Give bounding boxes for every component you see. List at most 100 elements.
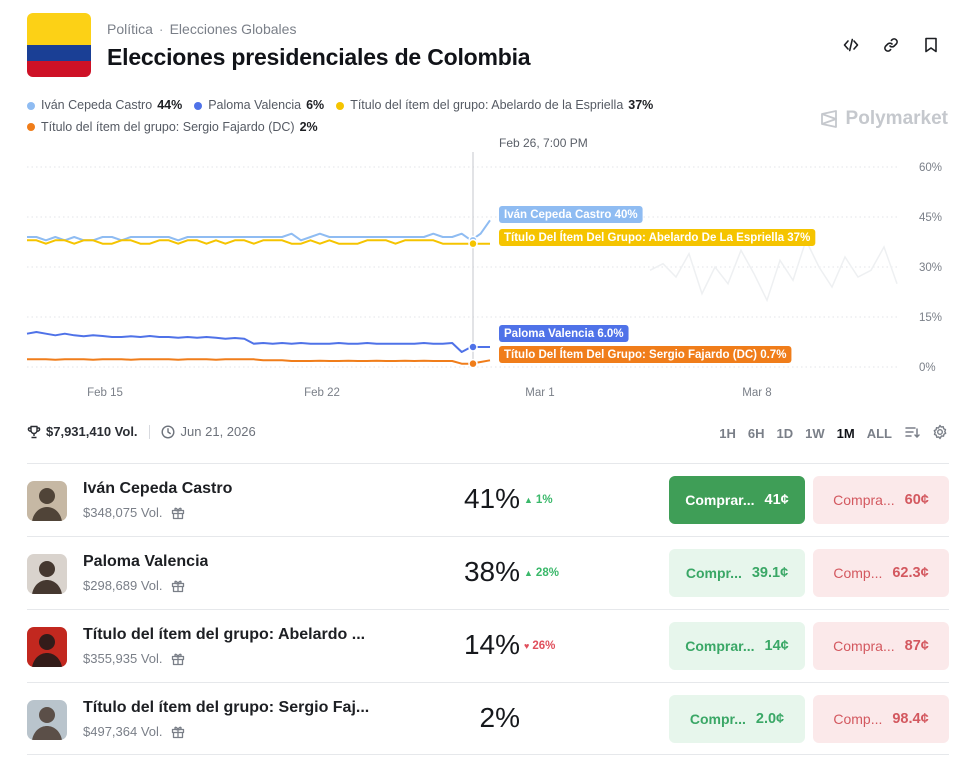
hover-series-label: Título Del Ítem Del Grupo: Sergio Fajard… bbox=[499, 346, 792, 363]
y-tick-label: 0% bbox=[919, 362, 936, 374]
sort-icon[interactable] bbox=[904, 424, 920, 443]
outcome-row[interactable]: Iván Cepeda Castro $348,075 Vol. 41% ▲ 1% Com… bbox=[27, 463, 949, 536]
gift-icon[interactable] bbox=[171, 579, 185, 593]
sell-price: 87¢ bbox=[904, 638, 929, 654]
candidate-volume: $497,364 Vol. bbox=[83, 724, 163, 739]
heart-down-icon: ♥ bbox=[524, 641, 530, 651]
series-line bbox=[26, 331, 490, 353]
outcome-row[interactable]: Título del ítem del grupo: Abelardo ... $… bbox=[27, 609, 949, 682]
sell-label: Comp... bbox=[833, 711, 883, 727]
buy-no-button[interactable]: Compra... 60¢ bbox=[813, 476, 949, 524]
gift-icon[interactable] bbox=[171, 725, 185, 739]
range-all[interactable]: ALL bbox=[866, 426, 892, 441]
buy-yes-button[interactable]: Compr... 2.0¢ bbox=[669, 695, 805, 743]
candidate-avatar bbox=[27, 481, 67, 521]
candidate-name[interactable]: Iván Cepeda Castro bbox=[83, 480, 233, 497]
hover-series-label-bg bbox=[499, 325, 629, 342]
breadcrumb: Política · Elecciones Globales bbox=[107, 21, 296, 37]
candidate-volume: $298,689 Vol. bbox=[83, 578, 163, 593]
trophy-icon bbox=[27, 425, 41, 438]
header-actions bbox=[842, 36, 940, 54]
candidate-name[interactable]: Título del ítem del grupo: Sergio Faj... bbox=[83, 699, 370, 716]
candidate-volume: $355,935 Vol. bbox=[83, 651, 163, 666]
triangle-up-icon: ▲ bbox=[524, 568, 533, 578]
x-tick-label: Mar 8 bbox=[742, 387, 771, 399]
polymarket-logo-icon bbox=[820, 110, 837, 128]
buy-no-button[interactable]: Compra... 87¢ bbox=[813, 622, 949, 670]
buy-price: 14¢ bbox=[764, 638, 789, 654]
legend-swatch bbox=[336, 101, 345, 110]
breadcrumb-category[interactable]: Política bbox=[107, 21, 153, 37]
hover-series-label: Paloma Valencia 6.0% bbox=[499, 325, 629, 342]
outcome-row[interactable]: Paloma Valencia $298,689 Vol. 38% ▲ 28% Compr… bbox=[27, 536, 949, 609]
clock-icon bbox=[161, 424, 175, 439]
range-1d[interactable]: 1D bbox=[776, 426, 794, 441]
end-date-value: Jun 21, 2026 bbox=[180, 424, 256, 439]
y-tick-label: 30% bbox=[919, 262, 942, 274]
legend-item[interactable]: Paloma Valencia 6% bbox=[194, 95, 324, 116]
series-line bbox=[27, 219, 491, 242]
sell-label: Comp... bbox=[833, 565, 883, 581]
buy-yes-button[interactable]: Comprar... 41¢ bbox=[669, 476, 805, 524]
gift-icon[interactable] bbox=[171, 506, 185, 520]
range-1w[interactable]: 1W bbox=[805, 426, 825, 441]
end-date: Jun 21, 2026 bbox=[161, 424, 256, 439]
candidate-meta: $348,075 Vol. bbox=[83, 505, 185, 520]
range-1h[interactable]: 1H bbox=[719, 426, 736, 441]
probability-change: ▲ 1% bbox=[524, 494, 553, 506]
code-icon[interactable] bbox=[842, 36, 860, 54]
legend-pct: 6% bbox=[306, 98, 325, 112]
future-ghost-line bbox=[649, 238, 898, 303]
range-6h[interactable]: 6H bbox=[747, 426, 765, 441]
brand-name: Polymarket bbox=[845, 108, 948, 129]
buy-yes-button[interactable]: Comprar... 14¢ bbox=[669, 622, 805, 670]
price-chart[interactable]: 60% 45% 30% 15% 0% Feb 15 Feb 22 Mar 1 Mar 8 Feb … bbox=[0, 130, 962, 410]
bookmark-icon[interactable] bbox=[922, 36, 940, 54]
sell-price: 62.3¢ bbox=[892, 565, 929, 581]
breadcrumb-subcategory[interactable]: Elecciones Globales bbox=[169, 21, 297, 37]
link-icon[interactable] bbox=[882, 36, 900, 54]
legend-item[interactable]: Iván Cepeda Castro 44% bbox=[27, 95, 182, 116]
x-tick-label: Feb 15 bbox=[87, 387, 123, 399]
buy-label: Comprar... bbox=[685, 638, 755, 654]
probability-change: ♥ 26% bbox=[524, 640, 555, 652]
outcome-probability: 38% bbox=[463, 556, 520, 587]
legend-label: Iván Cepeda Castro bbox=[41, 98, 153, 112]
legend-label: Título del ítem del grupo: Sergio Fajard… bbox=[41, 119, 295, 134]
hover-series-label: Iván Cepeda Castro 40% bbox=[499, 206, 643, 223]
change-value: 28% bbox=[535, 567, 559, 579]
legend-label: Paloma Valencia bbox=[208, 98, 302, 112]
legend-swatch bbox=[27, 101, 35, 110]
buy-price: 39.1¢ bbox=[751, 565, 789, 581]
buy-yes-button[interactable]: Compr... 39.1¢ bbox=[669, 549, 805, 597]
gift-icon[interactable] bbox=[171, 652, 185, 666]
range-1m[interactable]: 1M bbox=[836, 426, 855, 441]
hover-series-label-bg bbox=[499, 206, 643, 223]
candidate-meta: $497,364 Vol. bbox=[83, 724, 185, 739]
buy-label: Comprar... bbox=[685, 492, 755, 508]
outcome-probability: 41% bbox=[463, 483, 520, 514]
colombia-flag bbox=[27, 13, 91, 77]
sell-label: Compra... bbox=[833, 638, 895, 654]
buy-price: 41¢ bbox=[764, 492, 789, 508]
buy-no-button[interactable]: Comp... 62.3¢ bbox=[813, 549, 949, 597]
polymarket-watermark: Polymarket bbox=[819, 108, 948, 130]
probability-change: ▲ 28% bbox=[524, 567, 559, 579]
total-volume-value: $7,931,410 Vol. bbox=[46, 424, 138, 439]
legend-item[interactable]: Título del ítem del grupo: Abelardo de l… bbox=[336, 95, 653, 116]
candidate-name[interactable]: Título del ítem del grupo: Abelardo ... bbox=[83, 626, 366, 643]
settings-gear-icon[interactable] bbox=[932, 424, 948, 443]
page-title: Elecciones presidenciales de Colombia bbox=[107, 44, 531, 70]
sell-label: Compra... bbox=[833, 492, 895, 508]
legend-pct: 37% bbox=[628, 98, 654, 112]
candidate-name[interactable]: Paloma Valencia bbox=[83, 553, 209, 570]
hover-series-label-text: Título Del Ítem Del Grupo: Abelardo De L… bbox=[504, 231, 810, 244]
buy-no-button[interactable]: Comp... 98.4¢ bbox=[813, 695, 949, 743]
breadcrumb-separator: · bbox=[158, 21, 164, 37]
y-tick-label: 45% bbox=[919, 212, 942, 224]
outcome-row[interactable]: Título del ítem del grupo: Sergio Faj...… bbox=[27, 682, 949, 755]
legend-item[interactable]: Título del ítem del grupo: Sergio Fajard… bbox=[27, 117, 318, 138]
total-volume: $7,931,410 Vol. bbox=[27, 424, 138, 439]
change-value: 1% bbox=[535, 494, 553, 506]
series-line bbox=[27, 358, 491, 365]
